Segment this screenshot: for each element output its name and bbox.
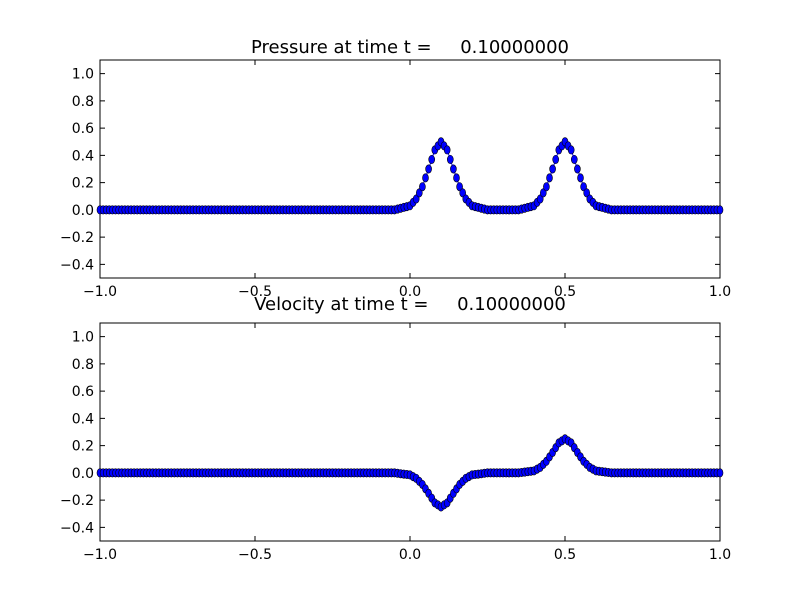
- pressure-data-point: [574, 164, 581, 174]
- pressure-data-point: [546, 173, 553, 183]
- pressure-series: [96, 137, 724, 215]
- pressure-data-point: [425, 164, 432, 174]
- velocity-xtick-label: 1.0: [709, 547, 731, 563]
- pressure-ytick-label: 0.6: [72, 121, 94, 137]
- velocity-series: [96, 434, 724, 512]
- velocity-ytick-label: 0.8: [72, 357, 94, 373]
- velocity-ytick-label: 0.6: [72, 384, 94, 400]
- pressure-ytick-label: 0.4: [72, 148, 94, 164]
- pressure-data-point: [422, 173, 429, 183]
- pressure-ytick-label: 1.0: [72, 67, 94, 83]
- velocity-xtick-label: 0.0: [399, 547, 421, 563]
- velocity-xtick-label: −0.5: [238, 547, 272, 563]
- pressure-data-point: [570, 154, 578, 164]
- velocity-ytick-label: −0.4: [60, 520, 94, 536]
- velocity-ytick-label: 1.0: [72, 330, 94, 346]
- velocity-ticks: −1.0 −0.5 0.0 0.5 1.0 −0.4 −0.2 0.0 0.2 0.4 0.6 0.8…: [60, 323, 731, 563]
- pressure-data-point: [428, 154, 436, 164]
- pressure-data-point: [446, 154, 454, 164]
- velocity-data-point: [716, 468, 724, 478]
- pressure-xtick-label: 0.5: [554, 284, 576, 300]
- pressure-data-point: [716, 205, 724, 215]
- pressure-xtick-label: 0.0: [399, 284, 421, 300]
- pressure-data-point: [443, 145, 451, 155]
- pressure-xtick-label: −0.5: [238, 284, 272, 300]
- velocity-ytick-label: 0.0: [72, 466, 94, 482]
- pressure-ytick-label: 0.2: [72, 176, 94, 192]
- velocity-chart-title: Velocity at time t = 0.10000000: [254, 294, 566, 315]
- pressure-chart-title: Pressure at time t = 0.10000000: [251, 37, 569, 58]
- pressure-data-point: [543, 182, 550, 192]
- pressure-ytick-label: −0.4: [60, 257, 94, 273]
- pressure-xtick-label: −1.0: [83, 284, 117, 300]
- velocity-xtick-label: −1.0: [83, 547, 117, 563]
- velocity-ytick-label: 0.2: [72, 439, 94, 455]
- pressure-xtick-label: 1.0: [709, 284, 731, 300]
- pressure-data-point: [419, 182, 426, 192]
- pressure-data-point: [567, 145, 575, 155]
- velocity-ytick-label: −0.2: [60, 493, 94, 509]
- pressure-data-point: [549, 164, 556, 174]
- pressure-data-point: [552, 154, 560, 164]
- pressure-chart: Pressure at time t = 0.10000000 −1.0 −0.5…: [60, 37, 731, 300]
- pressure-ytick-label: −0.2: [60, 230, 94, 246]
- velocity-chart: Velocity at time t = 0.10000000 −1.0 −0.5…: [60, 294, 731, 563]
- pressure-data-point: [453, 173, 460, 183]
- velocity-xtick-label: 0.5: [554, 547, 576, 563]
- velocity-ytick-label: 0.4: [72, 411, 94, 427]
- pressure-data-point: [577, 173, 584, 183]
- pressure-ytick-label: 0.0: [72, 203, 94, 219]
- pressure-ytick-label: 0.8: [72, 94, 94, 110]
- pressure-data-point: [450, 164, 457, 174]
- pressure-ticks: −1.0 −0.5 0.0 0.5 1.0 −0.4 −0.2 0.0 0.2 0.4 0.6 0.8…: [60, 60, 731, 300]
